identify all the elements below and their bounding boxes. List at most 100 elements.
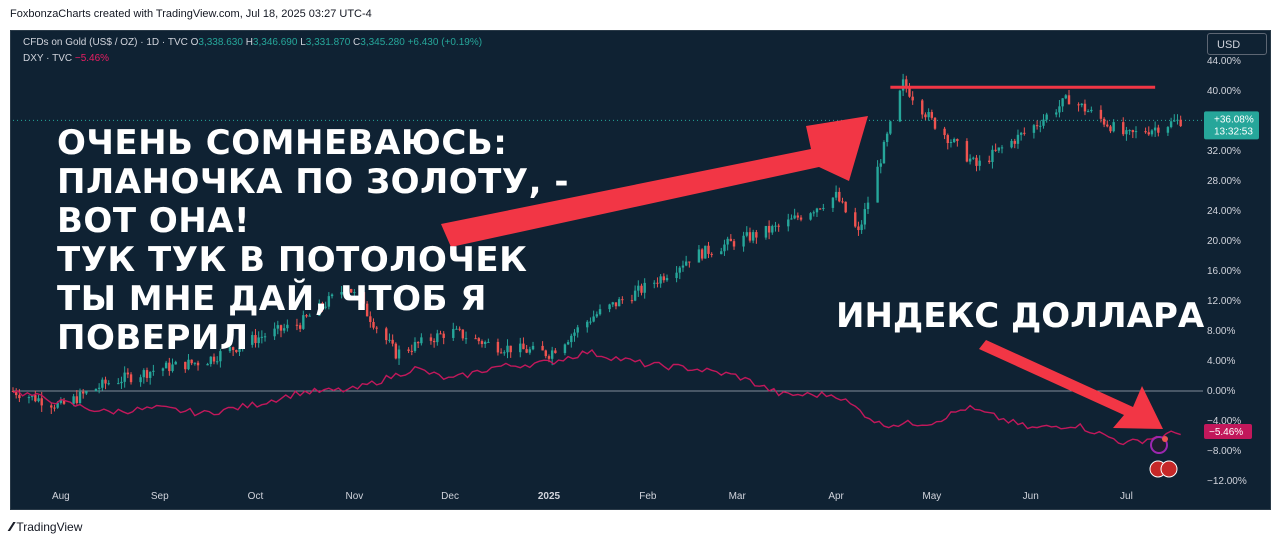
gold-legend[interactable]: CFDs on Gold (US$ / OZ) · 1D · TVC O3,33…: [23, 37, 482, 48]
candle-body: [771, 226, 774, 233]
x-tick-label: Aug: [52, 491, 70, 502]
candle-body: [1147, 132, 1150, 135]
candle-body: [1131, 130, 1135, 133]
candle-body: [1102, 118, 1106, 125]
candle-body: [1125, 130, 1128, 135]
candle-body: [570, 335, 573, 343]
candle-body: [231, 347, 235, 351]
candle-body: [104, 379, 107, 384]
gold-badge-value: +36.08%: [1214, 114, 1254, 125]
candle-body: [764, 225, 768, 238]
candle-body: [1039, 125, 1042, 127]
candle-body: [318, 302, 321, 316]
candle-body: [164, 362, 168, 369]
x-tick-label: Jun: [1023, 491, 1039, 502]
candle-body: [1042, 119, 1045, 126]
candle-body: [251, 335, 254, 345]
x-tick-label: Jul: [1120, 491, 1133, 502]
candle-body: [410, 350, 413, 352]
high-label: H: [245, 37, 253, 48]
candle-body: [930, 112, 934, 118]
candle-body: [656, 282, 659, 284]
candle-body: [745, 232, 748, 236]
candle-body: [215, 361, 219, 363]
candle-body: [675, 272, 678, 279]
candle-body: [968, 158, 972, 162]
y-tick-label: 16.00%: [1207, 266, 1241, 277]
candle-body: [793, 215, 796, 219]
candle-body: [439, 333, 442, 335]
y-tick-label: 40.00%: [1207, 86, 1241, 97]
open-label: O: [190, 37, 199, 48]
open-value: 3,338.630: [198, 37, 243, 48]
candle-body: [924, 114, 927, 118]
dxy-change: −5.46%: [74, 53, 110, 64]
candle-body: [327, 296, 331, 307]
candle-body: [799, 217, 803, 220]
candle-body: [397, 349, 401, 359]
currency-button[interactable]: USD: [1207, 33, 1267, 55]
candle-body: [742, 235, 745, 247]
candle-body: [1106, 124, 1109, 127]
candle-body: [525, 349, 528, 353]
dxy-legend[interactable]: DXY · TVC −5.46%: [23, 53, 109, 64]
candle-body: [139, 377, 142, 383]
candle-body: [94, 388, 98, 392]
candle-body: [1035, 125, 1039, 127]
candle-body: [145, 370, 149, 378]
candle-body: [238, 347, 241, 352]
candle-body: [474, 338, 477, 340]
candle-body: [375, 327, 378, 329]
y-tick-label: 8.00%: [1207, 326, 1235, 337]
candle-body: [101, 379, 104, 388]
candle-body: [630, 300, 634, 302]
candle-body: [330, 294, 334, 297]
candle-body: [117, 383, 120, 385]
candle-body: [854, 212, 857, 227]
candle-body: [710, 253, 713, 255]
candle-body: [56, 402, 59, 408]
candle-body: [818, 208, 822, 210]
candle-body: [965, 141, 969, 162]
candle-body: [62, 400, 66, 404]
candle-body: [665, 278, 669, 281]
candle-body: [413, 342, 417, 351]
candle-body: [1080, 103, 1083, 106]
candle-body: [483, 341, 487, 345]
tradingview-logo-icon: ⁄⁄: [10, 519, 14, 534]
low-label: L: [300, 37, 306, 48]
candle-body: [879, 163, 882, 167]
candle-body: [11, 391, 15, 392]
candle-body: [72, 396, 75, 404]
arrow-to-level: [441, 116, 868, 247]
candle-body: [461, 329, 465, 339]
candle-body: [353, 292, 356, 294]
candle-body: [257, 337, 260, 344]
candle-body: [254, 335, 257, 344]
candle-body: [1067, 95, 1071, 105]
candle-body: [796, 215, 800, 218]
candle-body: [726, 238, 729, 245]
candle-body: [911, 96, 914, 101]
candle-body: [212, 356, 216, 362]
price-chart[interactable]: 44.00% 40.00% 32.00% 28.00% 24.00% 20.00% 16.0…: [11, 31, 1270, 509]
candle-body: [372, 321, 375, 328]
candle-body: [1166, 127, 1170, 133]
chart-frame[interactable]: 44.00% 40.00% 32.00% 28.00% 24.00% 20.00% 16.0…: [10, 30, 1271, 510]
candle-body: [464, 338, 468, 340]
candle-body: [295, 324, 299, 326]
candle-body: [455, 328, 458, 330]
candle-body: [809, 213, 812, 220]
candle-body: [429, 337, 433, 341]
candle-body: [889, 121, 892, 134]
candle-body: [563, 344, 567, 354]
candle-body: [643, 282, 646, 293]
candle-body: [732, 241, 736, 247]
candle-body: [193, 362, 197, 364]
close-value: 3,345.280: [360, 37, 405, 48]
candle-body: [432, 340, 436, 343]
us-flag-event-icon: [1160, 460, 1178, 478]
candle-body: [129, 374, 133, 383]
candle-body: [598, 309, 602, 315]
candle-body: [617, 299, 621, 307]
